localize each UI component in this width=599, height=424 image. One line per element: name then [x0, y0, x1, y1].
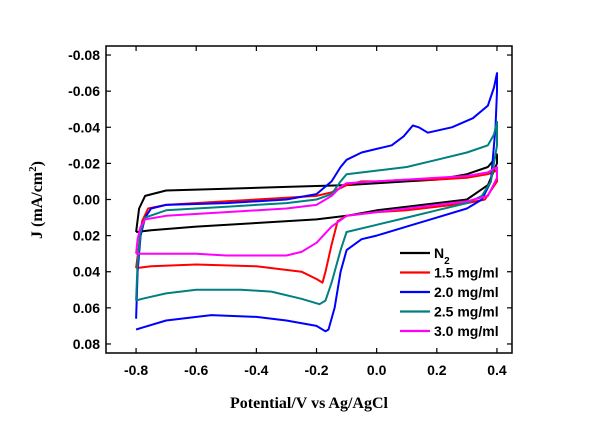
series-line-2: [135, 72, 498, 333]
legend-label-0: N2: [434, 245, 450, 267]
x-tick-label: 0.2: [427, 362, 447, 378]
x-tick-label: 0.4: [487, 362, 507, 378]
x-tick-label: -0.4: [244, 362, 268, 378]
legend-label-4: 3.0 mg/ml: [434, 323, 499, 339]
legend-label-3: 2.5 mg/ml: [434, 304, 499, 320]
y-tick-label: 0.06: [73, 300, 100, 316]
y-tick-label: 0.04: [73, 264, 100, 280]
series-line-3: [135, 120, 498, 306]
x-axis-title: Potential/V vs Ag/AgCl: [230, 395, 388, 412]
legend-label-2: 2.0 mg/ml: [434, 284, 499, 300]
plot-frame: [105, 45, 513, 354]
legend-label-1: 1.5 mg/ml: [434, 265, 499, 281]
y-axis-title-sup: 2: [27, 166, 39, 172]
y-axis-title-end: ): [29, 161, 46, 166]
y-tick-label: 0.08: [73, 336, 100, 352]
x-tick-label: 0.0: [367, 362, 387, 378]
x-tick-label: -0.8: [124, 362, 148, 378]
y-axis-title: J (mA/cm2): [27, 161, 46, 239]
y-axis-title-main: J (mA/cm: [29, 171, 46, 239]
y-tick-label: -0.02: [68, 155, 100, 171]
y-tick-label: -0.08: [68, 47, 100, 63]
y-tick-label: -0.06: [68, 83, 100, 99]
legend: N21.5 mg/ml 2.0 mg/ml 2.5 mg/ml 3.0 mg/ml: [400, 245, 499, 339]
y-axis: -0.08 -0.06 -0.04 -0.02 0.00 0.02 0.04 0.06 0.08: [68, 47, 512, 352]
x-tick-label: -0.6: [184, 362, 208, 378]
y-tick-label: 0.02: [73, 228, 100, 244]
legend-label-sub: 2: [444, 256, 450, 267]
plot-area: [135, 72, 498, 333]
y-tick-label: -0.04: [68, 119, 100, 135]
series-line-4: [135, 166, 498, 257]
y-tick-label: 0.00: [73, 192, 100, 208]
x-axis: -0.8 -0.6 -0.4 -0.2 0.0 0.2 0.4: [124, 46, 507, 378]
x-tick-label: -0.2: [304, 362, 328, 378]
